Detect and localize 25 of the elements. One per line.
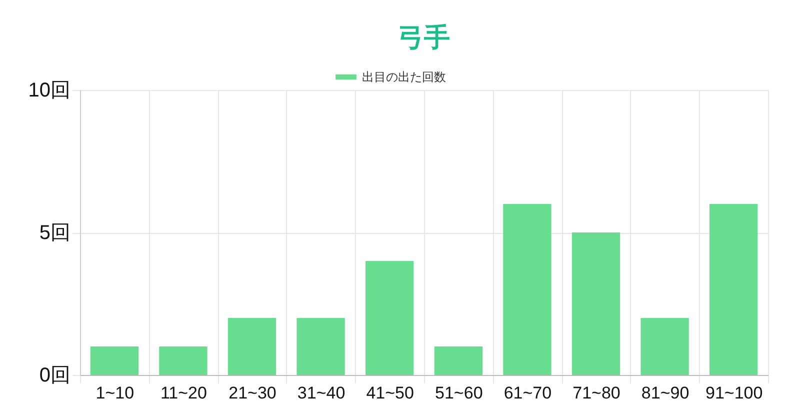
x-tick-label: 91~100 [706,384,763,402]
x-tick-label: 11~20 [160,384,207,402]
y-tick-label: 5回 [39,222,70,244]
bar [228,318,276,375]
bar [434,346,482,375]
bar [296,318,345,375]
x-tick-label: 81~90 [641,384,690,402]
bar [366,261,414,375]
x-tick-label: 41~50 [366,384,414,402]
bar [159,346,208,375]
bar [572,232,620,375]
x-tick-label: 51~60 [435,384,483,402]
x-tick-label: 71~80 [572,384,620,402]
y-tick-label: 10回 [28,80,70,102]
x-tick-label: 1~10 [96,384,134,402]
bar [710,204,758,375]
x-tick-label: 31~40 [297,384,346,402]
chart-title: 弓手 [398,22,450,52]
bar [503,204,552,375]
bar [90,346,138,375]
x-tick-label: 61~70 [504,384,552,402]
x-tick-label: 21~30 [228,384,276,402]
legend-label: 出目の出た回数 [362,70,446,84]
bar [640,318,689,375]
y-tick-label: 0回 [39,364,70,386]
